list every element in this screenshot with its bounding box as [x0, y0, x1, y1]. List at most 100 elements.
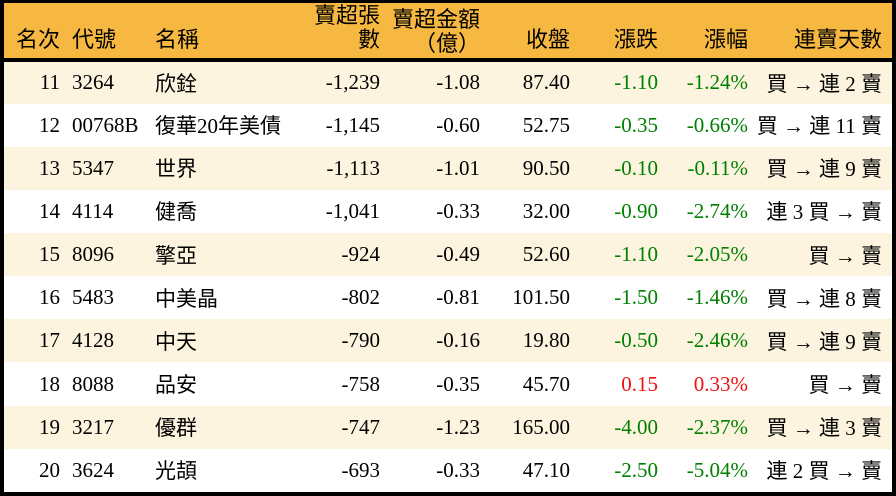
- cell-code: 4114: [72, 198, 114, 223]
- col-header-sell-amount: 賣超金額 （億）: [384, 3, 484, 63]
- cell-streak: 買 → 連 8 賣: [766, 286, 883, 311]
- cell-close: 87.40: [522, 70, 570, 95]
- col-header-streak: 連賣天數: [752, 3, 892, 63]
- cell-code: 8096: [72, 242, 114, 267]
- cell-close: 52.60: [522, 242, 570, 267]
- cell-sell-amount: -0.49: [436, 242, 480, 267]
- cell-rank: 17: [39, 328, 60, 353]
- cell-sell-volume: -1,145: [325, 112, 380, 137]
- header-row: 名次 代號 名稱 賣超張數 賣超金額 （億） 收盤 漲跌 漲幅 連賣天數: [4, 3, 892, 63]
- cell-change: -0.50: [614, 328, 658, 353]
- cell-rank: 20: [39, 457, 60, 482]
- cell-name: 擎亞: [155, 243, 197, 268]
- cell-change: -0.90: [614, 198, 658, 223]
- cell-streak: 買 → 連 9 賣: [766, 157, 883, 182]
- table-row: 19 3217 優群 -747 -1.23 165.00 -4.00 -2.37…: [4, 405, 892, 449]
- cell-streak: 買 → 連 9 賣: [766, 329, 883, 354]
- cell-sell-amount: -0.60: [436, 112, 480, 137]
- table-header: 名次 代號 名稱 賣超張數 賣超金額 （億） 收盤 漲跌 漲幅 連賣天數: [4, 3, 892, 63]
- table-row: 16 5483 中美晶 -802 -0.81 101.50 -1.50 -1.4…: [4, 276, 892, 320]
- cell-sell-volume: -693: [341, 457, 381, 482]
- cell-change: -0.35: [614, 112, 658, 137]
- cell-change: 0.15: [621, 371, 658, 396]
- cell-rank: 18: [39, 371, 60, 396]
- cell-change-pct: 0.33%: [693, 371, 748, 396]
- cell-change-pct: -5.04%: [686, 457, 748, 482]
- cell-code: 00768B: [72, 112, 139, 137]
- col-header-rank: 名次: [4, 3, 66, 63]
- cell-sell-amount: -1.23: [436, 414, 480, 439]
- table-row: 15 8096 擎亞 -924 -0.49 52.60 -1.10 -2.05%…: [4, 233, 892, 277]
- cell-streak: 買 → 賣: [808, 373, 883, 398]
- cell-change: -1.50: [614, 285, 658, 310]
- cell-sell-amount: -0.35: [436, 371, 480, 396]
- cell-change-pct: -1.24%: [686, 70, 748, 95]
- cell-name: 健喬: [155, 200, 197, 225]
- cell-change-pct: -0.11%: [687, 155, 748, 180]
- cell-close: 101.50: [512, 285, 570, 310]
- cell-code: 5483: [72, 285, 114, 310]
- cell-name: 復華20年美債: [155, 114, 281, 139]
- cell-rank: 11: [39, 70, 60, 95]
- col-header-name: 名稱: [149, 3, 299, 63]
- cell-code: 3217: [72, 414, 114, 439]
- cell-name: 中美晶: [155, 286, 218, 311]
- cell-sell-amount: -1.08: [436, 70, 480, 95]
- cell-name: 欣銓: [155, 71, 197, 96]
- cell-close: 47.10: [522, 457, 570, 482]
- cell-name: 世界: [155, 157, 197, 182]
- cell-code: 3624: [72, 457, 114, 482]
- table-row: 18 8088 品安 -758 -0.35 45.70 0.15 0.33% 買…: [4, 362, 892, 406]
- cell-code: 5347: [72, 155, 114, 180]
- cell-sell-amount: -0.33: [436, 457, 480, 482]
- cell-change-pct: -2.37%: [686, 414, 748, 439]
- cell-rank: 13: [39, 155, 60, 180]
- cell-rank: 19: [39, 414, 60, 439]
- col-header-sell-volume: 賣超張數: [299, 3, 384, 63]
- cell-close: 90.50: [522, 155, 570, 180]
- table-row: 13 5347 世界 -1,113 -1.01 90.50 -0.10 -0.1…: [4, 146, 892, 190]
- cell-change: -1.10: [614, 242, 658, 267]
- cell-sell-volume: -747: [341, 414, 381, 439]
- table-body: 11 3264 欣銓 -1,239 -1.08 87.40 -1.10 -1.2…: [4, 60, 892, 492]
- cell-close: 165.00: [512, 414, 570, 439]
- cell-code: 3264: [72, 70, 114, 95]
- cell-change-pct: -2.05%: [686, 242, 748, 267]
- cell-sell-amount: -1.01: [436, 155, 480, 180]
- cell-sell-amount: -0.16: [436, 328, 480, 353]
- cell-change-pct: -2.46%: [686, 328, 748, 353]
- cell-name: 優群: [155, 416, 197, 441]
- cell-streak: 買 → 連 3 賣: [766, 416, 883, 441]
- cell-sell-volume: -924: [341, 242, 381, 267]
- cell-change: -0.10: [614, 155, 658, 180]
- cell-close: 19.80: [522, 328, 570, 353]
- col-header-change: 漲跌: [574, 3, 662, 63]
- cell-sell-volume: -802: [341, 285, 381, 310]
- cell-close: 32.00: [522, 198, 570, 223]
- table-row: 12 00768B 復華20年美債 -1,145 -0.60 52.75 -0.…: [4, 103, 892, 147]
- table-row: 11 3264 欣銓 -1,239 -1.08 87.40 -1.10 -1.2…: [4, 60, 892, 104]
- cell-sell-amount: -0.81: [436, 285, 480, 310]
- cell-name: 中天: [155, 329, 197, 354]
- cell-change: -2.50: [614, 457, 658, 482]
- cell-change-pct: -1.46%: [686, 285, 748, 310]
- cell-streak: 連 3 買 → 賣: [766, 200, 883, 225]
- cell-change: -4.00: [614, 414, 658, 439]
- table-row: 20 3624 光頡 -693 -0.33 47.10 -2.50 -5.04%…: [4, 448, 892, 492]
- table-row: 14 4114 健喬 -1,041 -0.33 32.00 -0.90 -2.7…: [4, 189, 892, 233]
- table-row: 17 4128 中天 -790 -0.16 19.80 -0.50 -2.46%…: [4, 319, 892, 363]
- col-header-close: 收盤: [484, 3, 574, 63]
- cell-sell-volume: -1,041: [325, 198, 380, 223]
- cell-code: 4128: [72, 328, 114, 353]
- stock-table: 名次 代號 名稱 賣超張數 賣超金額 （億） 收盤 漲跌 漲幅 連賣天數 11 …: [4, 3, 892, 492]
- cell-streak: 連 2 買 → 賣: [766, 459, 883, 484]
- cell-streak: 買 → 賣: [808, 243, 883, 268]
- cell-streak: 買 → 連 2 賣: [766, 71, 883, 96]
- cell-close: 52.75: [522, 112, 570, 137]
- cell-rank: 14: [39, 198, 60, 223]
- col-header-sell-amount-line1: 賣超金額: [391, 7, 480, 32]
- col-header-sell-amount-line2: （億）: [413, 31, 480, 57]
- cell-rank: 16: [39, 285, 60, 310]
- cell-rank: 12: [39, 112, 60, 137]
